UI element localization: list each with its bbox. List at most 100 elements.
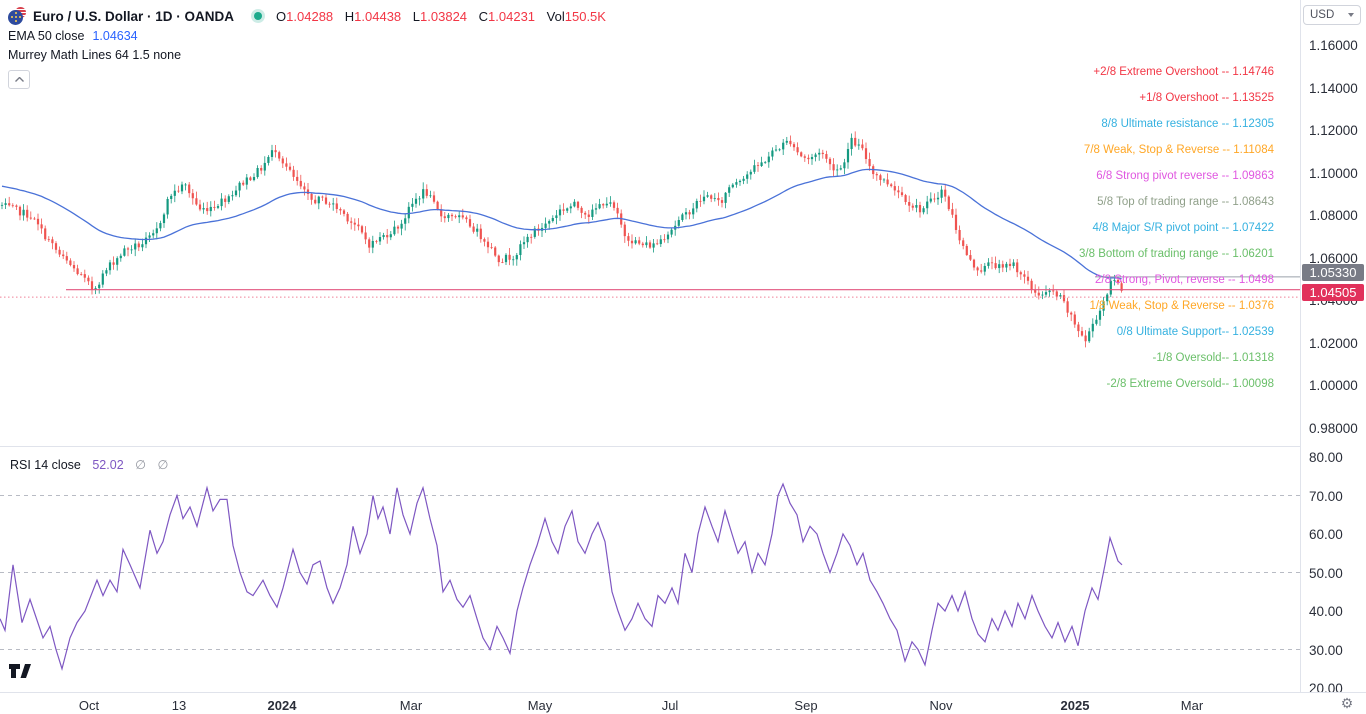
currency-unit-selector[interactable]: USD	[1303, 5, 1361, 25]
settings-gear-icon[interactable]: ⚙	[1340, 695, 1354, 711]
candle-body	[969, 255, 972, 260]
price-tick-label: 1.00000	[1309, 378, 1358, 394]
candle-body	[296, 176, 299, 181]
candle-body	[1070, 312, 1073, 315]
candle-body	[962, 240, 965, 246]
candle-body	[285, 163, 288, 167]
candle-body	[281, 158, 284, 164]
rsi-tick-label: 70.00	[1309, 488, 1343, 504]
tradingview-logo-icon	[9, 664, 31, 678]
candle-body	[832, 164, 835, 171]
candle-body	[1008, 263, 1012, 267]
candle-body	[609, 202, 612, 204]
pane-separator[interactable]	[0, 446, 1366, 447]
rsi-tick-label: 30.00	[1309, 642, 1343, 658]
candle-body	[51, 239, 54, 244]
candle-body	[386, 235, 389, 238]
candle-body	[990, 262, 994, 264]
candle-body	[36, 218, 40, 225]
candle-body	[11, 205, 14, 207]
murrey-level-label: +1/8 Overshoot -- 1.13525	[1139, 92, 1274, 104]
candle-body	[652, 243, 655, 248]
candle-body	[450, 214, 454, 217]
collapse-indicators-button[interactable]	[8, 70, 30, 89]
candle-body	[1041, 294, 1044, 296]
ema-indicator-label[interactable]: EMA 50 close	[8, 28, 85, 43]
price-tick-label: 1.06000	[1309, 250, 1358, 266]
candle-body	[15, 205, 18, 207]
countdown-price-badge: 1.05330	[1302, 264, 1364, 282]
murrey-indicator-label[interactable]: Murrey Math Lines 64 1.5 none	[8, 47, 182, 62]
time-axis-label: Oct	[78, 698, 100, 713]
candle-body	[126, 248, 130, 250]
candle-body	[368, 239, 371, 248]
market-open-dot-icon[interactable]	[254, 12, 263, 20]
candle-body	[400, 223, 403, 229]
candle-body	[443, 216, 446, 219]
symbol-title[interactable]: Euro / U.S. Dollar · 1D · OANDA	[33, 8, 235, 24]
candle-body	[954, 214, 958, 230]
candle-body	[414, 198, 418, 204]
eurusd-pair-icon	[8, 7, 26, 25]
candle-body	[198, 204, 202, 210]
candle-body	[170, 195, 173, 199]
candle-body	[195, 198, 198, 205]
candle-body	[922, 208, 925, 213]
ema50-line[interactable]	[1, 168, 1122, 280]
candle-body	[47, 239, 50, 241]
ohlc-values: O1.04288 H1.04438 L1.03824 C1.04231 Vol1…	[276, 9, 606, 24]
candle-body	[1026, 276, 1030, 281]
candle-body	[33, 218, 36, 220]
tradingview-logo[interactable]	[8, 662, 32, 682]
rsi-pane-chart[interactable]	[0, 446, 1300, 692]
candle-body	[69, 260, 72, 266]
candle-body	[760, 162, 763, 166]
candle-body	[699, 200, 702, 202]
time-axis-label: Sep	[794, 698, 818, 713]
candle-body	[339, 209, 342, 211]
price-tick-label: 1.14000	[1309, 80, 1358, 96]
candle-body	[353, 222, 356, 225]
candle-body	[393, 226, 396, 235]
price-scale[interactable]: USD 1.16000 1.14000 1.12000 1.10000 1.08000 1…	[1300, 0, 1366, 714]
murrey-level-label: 6/8 Strong pivot reverse -- 1.09863	[1096, 170, 1274, 182]
candle-body	[220, 198, 223, 207]
candle-body	[144, 237, 148, 245]
candle-body	[1030, 280, 1033, 290]
candle-body	[886, 179, 889, 185]
candle-body	[926, 201, 929, 209]
candle-body	[587, 214, 590, 217]
candle-body	[933, 198, 936, 200]
candle-body	[695, 200, 698, 209]
candle-body	[861, 144, 864, 149]
price-tick-label: 1.12000	[1309, 123, 1358, 139]
candle-body	[44, 228, 47, 240]
open-label: O	[276, 8, 287, 24]
candle-body	[180, 184, 184, 192]
time-axis[interactable]: Oct 13 2024 Mar May Jul Sep Nov 2025 Mar	[0, 692, 1366, 714]
rsi-indicator-label[interactable]: RSI 14 close	[10, 458, 81, 472]
rsi-line[interactable]	[0, 482, 1123, 671]
candle-body	[357, 224, 360, 227]
murrey-level-label: +2/8 Extreme Overshoot -- 1.14746	[1093, 66, 1274, 78]
candle-body	[321, 196, 324, 198]
candle-body	[1113, 279, 1116, 281]
candle-body	[839, 168, 842, 170]
rsi-tick-label: 40.00	[1309, 604, 1343, 619]
candle-body	[753, 165, 756, 172]
candle-body	[404, 218, 407, 224]
candle-body	[371, 240, 374, 248]
candle-body	[670, 229, 673, 235]
candle-body	[785, 140, 788, 143]
main-price-chart[interactable]: +2/8 Extreme Overshoot -- 1.14746 +1/8 Ov…	[0, 0, 1300, 446]
candle-body	[810, 157, 814, 160]
candle-body	[249, 177, 252, 181]
candle-body	[803, 156, 806, 158]
candle-body	[940, 189, 943, 198]
candle-body	[112, 262, 115, 265]
candle-body	[364, 232, 367, 240]
price-tick-label: 1.02000	[1309, 335, 1358, 351]
candle-body	[548, 221, 551, 224]
candle-body	[1019, 272, 1022, 275]
